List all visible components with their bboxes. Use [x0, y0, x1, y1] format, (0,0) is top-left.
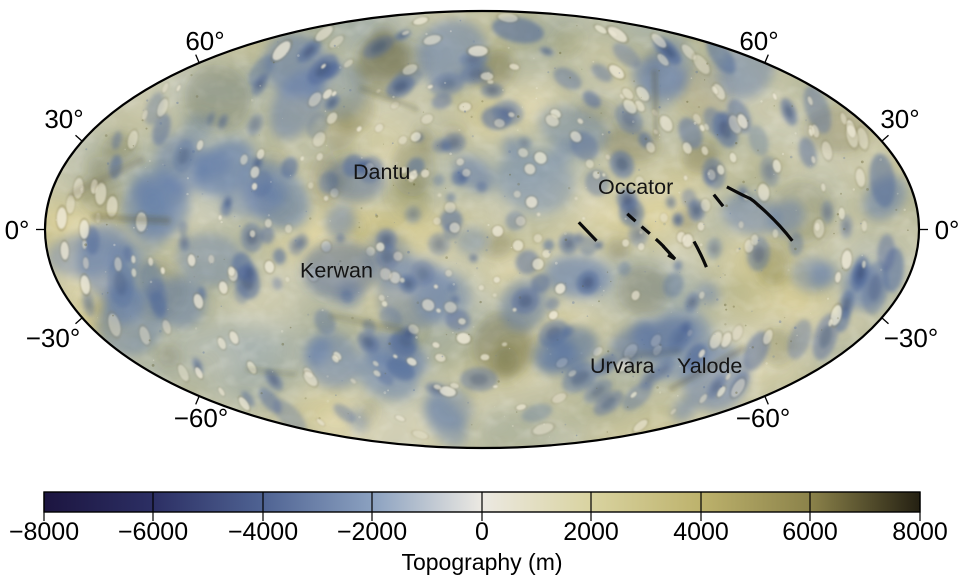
svg-text:30°: 30°: [880, 104, 919, 134]
svg-text:Occator: Occator: [598, 175, 673, 199]
svg-text:−2000: −2000: [337, 518, 407, 546]
svg-text:60°: 60°: [185, 26, 224, 56]
svg-text:−4000: −4000: [228, 518, 298, 546]
svg-text:4000: 4000: [673, 518, 729, 546]
svg-text:8000: 8000: [892, 518, 948, 546]
svg-text:−60°: −60°: [174, 403, 229, 433]
svg-text:0°: 0°: [5, 215, 30, 245]
svg-text:0°: 0°: [935, 215, 960, 245]
svg-text:−30°: −30°: [884, 323, 939, 353]
svg-text:−30°: −30°: [26, 323, 81, 353]
svg-text:Yalode: Yalode: [677, 354, 742, 378]
svg-text:−6000: −6000: [118, 518, 188, 546]
svg-text:2000: 2000: [563, 518, 619, 546]
svg-text:Topography (m): Topography (m): [401, 549, 562, 575]
svg-text:60°: 60°: [739, 26, 778, 56]
svg-text:Kerwan: Kerwan: [300, 259, 373, 283]
svg-text:6000: 6000: [782, 518, 838, 546]
svg-text:30°: 30°: [44, 104, 83, 134]
svg-text:−60°: −60°: [736, 403, 791, 433]
svg-text:Dantu: Dantu: [353, 160, 410, 184]
svg-text:0: 0: [475, 518, 489, 546]
svg-text:−8000: −8000: [9, 518, 79, 546]
svg-text:Urvara: Urvara: [590, 354, 655, 378]
